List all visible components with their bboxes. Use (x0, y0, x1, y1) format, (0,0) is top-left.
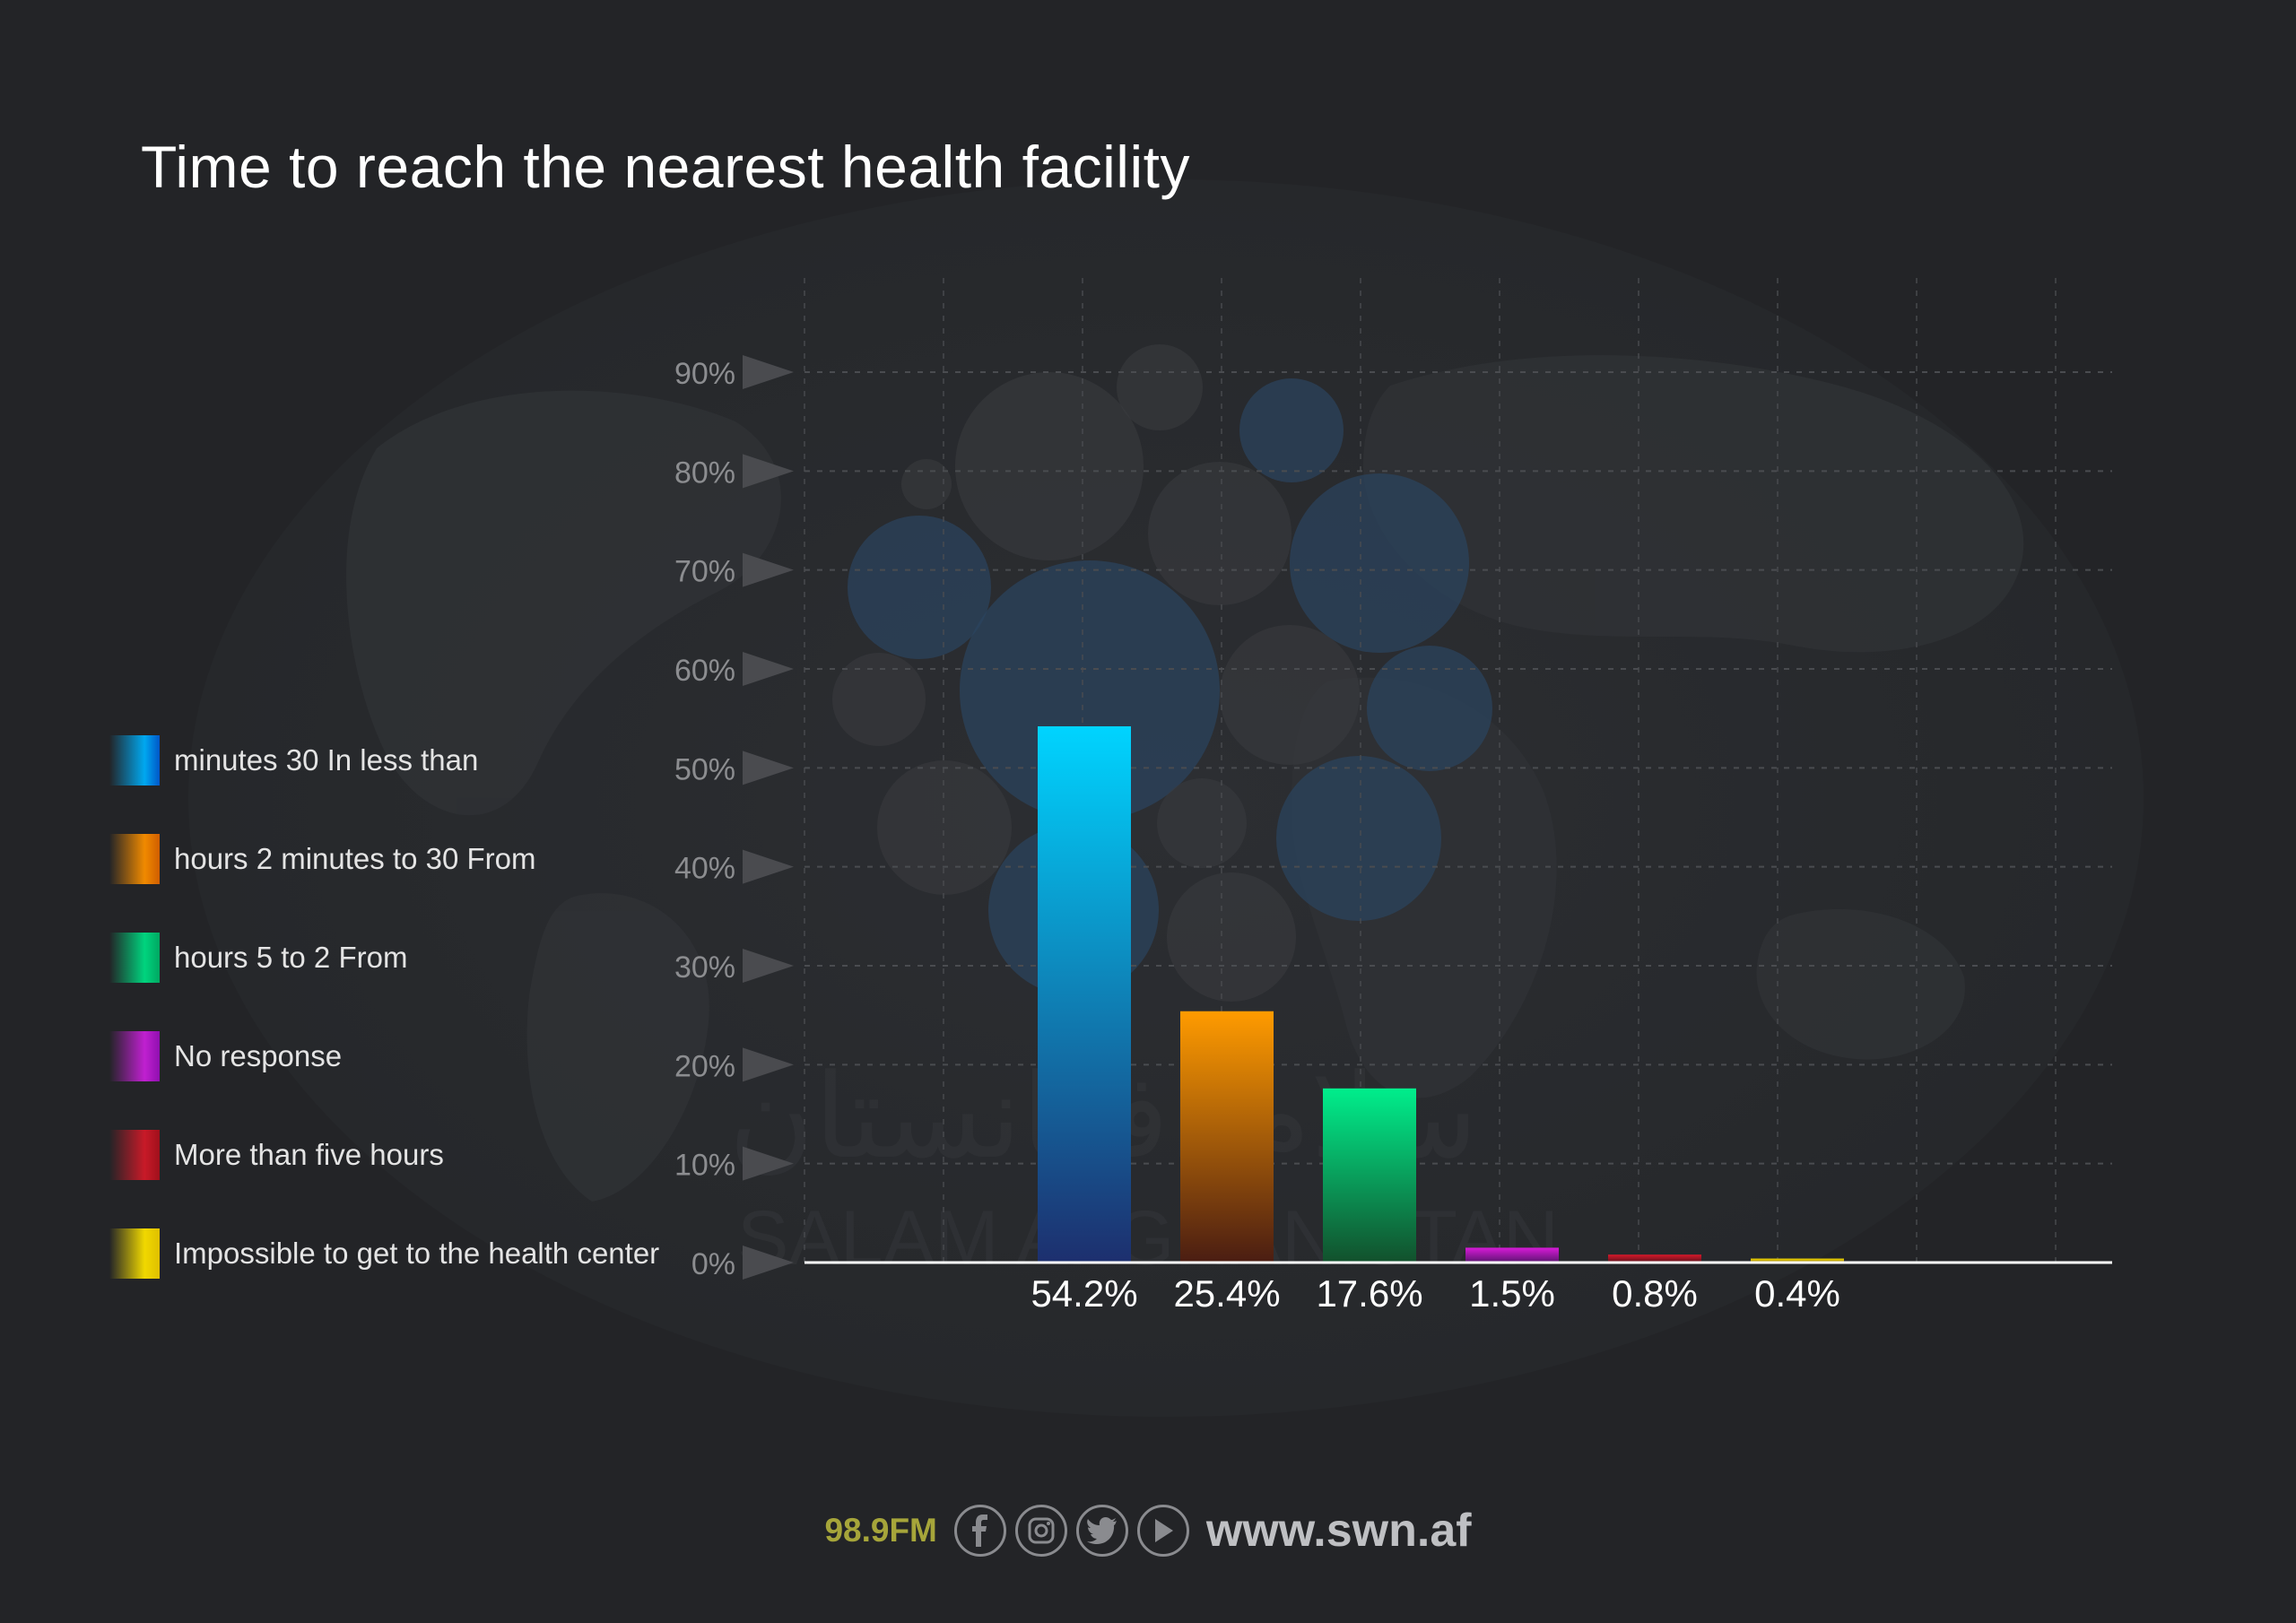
data-label: 1.5% (1469, 1272, 1555, 1315)
y-tick-label: 80% (674, 456, 735, 490)
y-tick-arrow-icon (743, 751, 794, 785)
play-icon[interactable] (1136, 1505, 1189, 1557)
legend-item: Impossible to get to the health center (109, 1228, 737, 1279)
blue-swatch (109, 735, 160, 785)
radio-frequency: 98.9FM (824, 1512, 937, 1549)
y-tick-arrow-icon (743, 849, 794, 884)
watermark-latin: SALAM AFGHANISTAN (737, 1195, 1559, 1281)
purple-swatch (109, 1031, 160, 1081)
legend-label: hours 5 to 2 From (174, 941, 408, 974)
instagram-icon[interactable] (1014, 1505, 1067, 1557)
legend-label: No response (174, 1039, 343, 1072)
y-tick-label: 30% (674, 950, 735, 985)
y-tick-arrow-icon (743, 355, 794, 389)
yellow-swatch (109, 1228, 160, 1279)
y-tick-arrow-icon (743, 1245, 794, 1280)
data-label: 17.6% (1316, 1272, 1422, 1315)
facebook-icon[interactable] (953, 1505, 1006, 1557)
y-tick-label: 50% (674, 752, 735, 786)
y-tick-label: 40% (674, 852, 735, 886)
data-label: 0.8% (1612, 1272, 1698, 1315)
legend-item: hours 2 minutes to 30 From (109, 834, 737, 884)
bar (1323, 1088, 1416, 1263)
green-swatch (109, 933, 160, 983)
y-tick-arrow-icon (743, 1146, 794, 1181)
bar (1038, 725, 1131, 1263)
bar (1608, 1254, 1701, 1263)
bar (1465, 1247, 1559, 1263)
twitter-icon[interactable] (1075, 1505, 1128, 1557)
orange-swatch (109, 834, 160, 884)
legend-label: Impossible to get to the health center (174, 1237, 660, 1270)
grid (804, 278, 2112, 1263)
y-tick-label: 60% (674, 654, 735, 688)
y-tick-label: 90% (674, 357, 735, 391)
legend-label: hours 2 minutes to 30 From (174, 842, 536, 875)
y-tick-label: 20% (674, 1049, 735, 1083)
footer: 98.9FM www.swn.af (0, 1499, 2296, 1562)
legend-item: No response (109, 1031, 737, 1081)
y-tick-label: 10% (674, 1149, 735, 1183)
y-tick-arrow-icon (743, 1047, 794, 1082)
red-swatch (109, 1130, 160, 1180)
legend-label: More than five hours (174, 1138, 444, 1171)
bar (1180, 1011, 1274, 1263)
decorative-bubbles (832, 344, 1492, 1002)
legend-item: hours 5 to 2 From (109, 933, 737, 983)
website-url[interactable]: www.swn.af (1205, 1505, 1472, 1557)
legend-label: minutes 30 In less than (174, 743, 479, 777)
y-tick-label: 70% (674, 555, 735, 589)
y-tick-arrow-icon (743, 949, 794, 983)
data-label: 54.2% (1031, 1272, 1137, 1315)
legend-item: minutes 30 In less than (109, 735, 737, 785)
y-tick-label: 0% (691, 1247, 735, 1281)
data-label: 0.4% (1754, 1272, 1840, 1315)
y-tick-arrow-icon (743, 552, 794, 587)
y-tick-arrow-icon (743, 454, 794, 489)
legend-item: More than five hours (109, 1130, 737, 1180)
bar (1751, 1258, 1844, 1263)
chart-title: Time to reach the nearest health facilit… (141, 134, 1190, 200)
y-tick-arrow-icon (743, 652, 794, 686)
data-label: 25.4% (1173, 1272, 1280, 1315)
